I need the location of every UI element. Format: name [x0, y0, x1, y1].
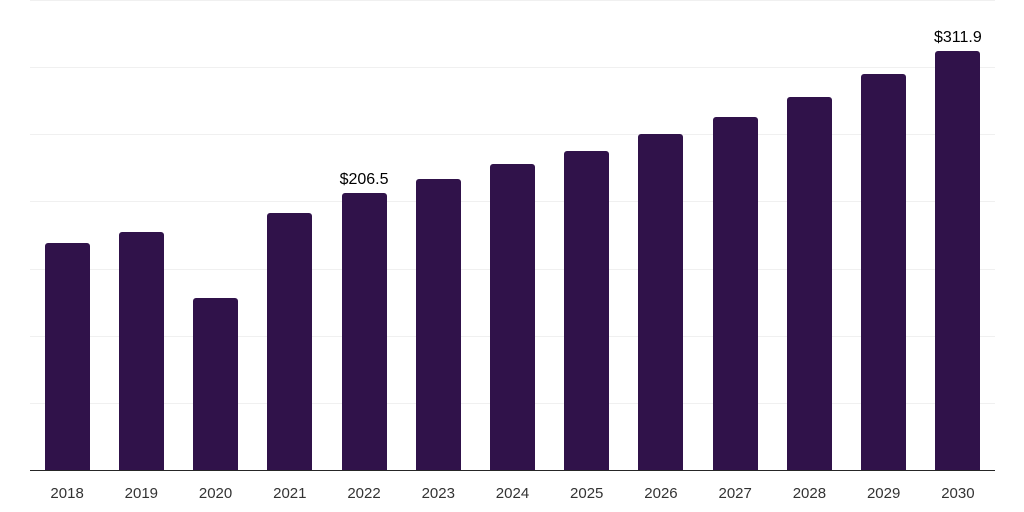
x-tick-label-2023: 2023: [421, 485, 455, 502]
bar-2029: [861, 74, 907, 470]
bar-2018: [44, 242, 90, 470]
x-tick-label-2025: 2025: [570, 485, 604, 502]
x-tick-label-2020: 2020: [198, 485, 233, 502]
x-tick-label-2024: 2024: [495, 485, 530, 502]
bar-2027: [712, 117, 758, 470]
x-axis-line: [30, 470, 995, 471]
x-tick-label-2029: 2029: [866, 485, 901, 502]
x-tick-label-2026: 2026: [644, 485, 678, 502]
x-tick-label-2028: 2028: [792, 485, 827, 502]
x-tick-label-2019: 2019: [124, 485, 159, 502]
x-tick-label-2030: 2030: [941, 485, 975, 502]
x-axis-labels: 2018 2019 2020 2021 2022 2023 2024 2025 2026 2027…: [30, 484, 995, 506]
gridline-350: [30, 0, 995, 1]
bar-2023: [415, 179, 461, 470]
data-label-2030: $311.9: [934, 29, 982, 47]
bar-2022: [341, 192, 387, 470]
x-tick-label-2027: 2027: [718, 485, 752, 502]
bar-2028: [786, 97, 832, 470]
bar-2024: [490, 164, 535, 470]
x-tick-label-2018: 2018: [50, 485, 84, 502]
x-tick-label-2022: 2022: [347, 485, 381, 502]
x-tick-label-2021: 2021: [273, 485, 307, 502]
bar-2019: [118, 231, 164, 470]
bar-2026: [638, 134, 684, 470]
plot-area: $206.5 $311.9: [30, 0, 995, 471]
gridline-300: [30, 67, 995, 69]
data-label-2022: $206.5: [339, 170, 389, 188]
bar-2021: [267, 212, 313, 470]
gridline-250: [30, 134, 995, 136]
bar-2030: [935, 51, 981, 470]
bar-2025: [564, 151, 610, 470]
bar-2020: [193, 298, 239, 470]
